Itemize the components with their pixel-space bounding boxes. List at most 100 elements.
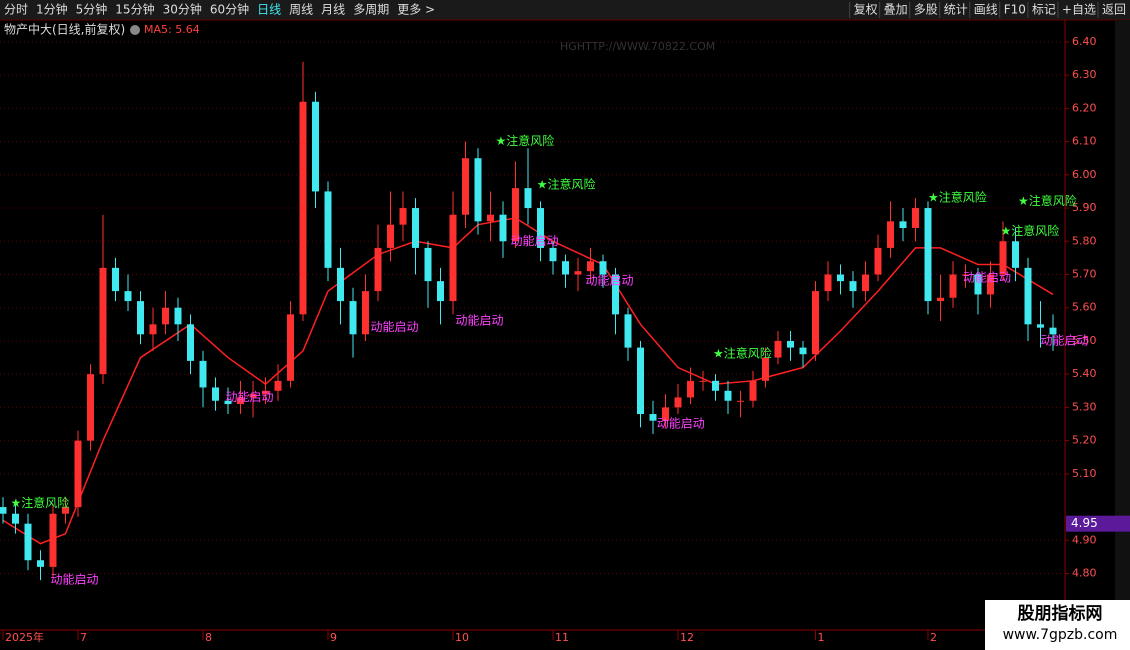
price-tag-bg xyxy=(1066,515,1130,532)
toolbar-button[interactable]: 统计 xyxy=(944,3,968,17)
y-tick-label: 6.20 xyxy=(1072,101,1097,114)
candle-body xyxy=(737,400,744,402)
toolbar-button[interactable]: 叠加 xyxy=(884,3,908,17)
x-tick-label: 11 xyxy=(555,631,569,644)
toolbar-button[interactable]: 标记 xyxy=(1032,3,1056,17)
candle-body xyxy=(162,307,169,325)
candle-body xyxy=(1049,327,1057,335)
candle-body xyxy=(37,560,44,567)
candle-body xyxy=(799,347,807,355)
candle-body xyxy=(562,261,569,275)
candle-body xyxy=(0,507,7,514)
ma-line xyxy=(2,217,1054,545)
toolbar-button[interactable]: 多股 xyxy=(914,3,938,17)
y-tick-label: 4.80 xyxy=(1072,567,1097,580)
candle-body xyxy=(462,158,469,215)
y-tick-label: 5.30 xyxy=(1072,400,1097,413)
toolbar-button[interactable]: 画线 xyxy=(974,3,998,17)
candle-body xyxy=(187,324,194,361)
toolbar-button[interactable]: F10 xyxy=(1004,3,1026,17)
tab[interactable]: 周线 xyxy=(289,3,313,17)
candle-body xyxy=(662,407,669,421)
candle-body xyxy=(437,281,444,302)
candle-body xyxy=(699,380,707,382)
chart-title: 物产中大(日线,前复权) xyxy=(4,22,125,37)
y-tick-label: 6.10 xyxy=(1072,135,1097,148)
candle-body xyxy=(637,347,644,415)
candle-body xyxy=(87,374,94,441)
candle-body xyxy=(612,274,619,315)
candle-body xyxy=(674,397,682,408)
x-tick-label: 1 xyxy=(818,631,825,644)
candle-body xyxy=(824,274,832,292)
logo-name: 股朋指标网 xyxy=(1018,603,1103,624)
tab[interactable]: 5分钟 xyxy=(76,2,108,17)
tab[interactable]: 更多 > xyxy=(397,3,435,17)
candle-body xyxy=(524,188,532,209)
candle-body xyxy=(912,208,919,228)
toolbar-button[interactable]: 返回 xyxy=(1102,3,1126,17)
candle-body xyxy=(574,271,582,275)
candle-body xyxy=(349,301,357,335)
x-tick-label: 7 xyxy=(80,631,87,644)
candle-body xyxy=(324,191,332,268)
tab[interactable]: 分时 xyxy=(4,3,28,17)
candle-body xyxy=(974,274,982,295)
candle-body xyxy=(274,380,282,391)
toolbar-button[interactable]: +自选 xyxy=(1062,3,1096,17)
annotation: ★注意风险 xyxy=(1018,193,1077,208)
candle-body xyxy=(474,158,482,222)
candle-body xyxy=(74,440,82,508)
tab[interactable]: 15分钟 xyxy=(115,2,154,17)
tab[interactable]: 日线 xyxy=(257,3,281,17)
candle-body xyxy=(362,291,369,335)
tab[interactable]: 月线 xyxy=(321,3,345,17)
candle-body xyxy=(337,267,344,302)
x-tick-label: 12 xyxy=(680,631,694,644)
x-tick-label: 2 xyxy=(930,631,937,644)
toolbar-button[interactable]: 复权 xyxy=(854,3,878,17)
y-tick-label: 6.00 xyxy=(1072,168,1097,181)
y-tick-label: 6.40 xyxy=(1072,35,1097,48)
side-panel xyxy=(1115,20,1130,630)
tab[interactable]: 30分钟 xyxy=(163,2,202,17)
y-tick-label: 4.90 xyxy=(1072,533,1097,546)
candle-body xyxy=(749,380,757,401)
candle-body xyxy=(712,380,719,391)
candle-body xyxy=(537,208,544,248)
candle-body xyxy=(387,224,394,248)
candle-body xyxy=(687,380,694,398)
annotation: ★注意风险 xyxy=(11,495,70,510)
annotation: 动能启动 xyxy=(456,314,504,328)
candle-body xyxy=(624,314,632,348)
candle-body xyxy=(849,281,857,292)
logo-url: www.7gpzb.com xyxy=(1003,627,1118,643)
annotation: 动能启动 xyxy=(371,320,419,334)
annotation: ★注意风险 xyxy=(1001,223,1060,238)
y-tick-label: 5.20 xyxy=(1072,434,1097,447)
candle-body xyxy=(374,247,382,292)
candle-body xyxy=(399,208,407,225)
tab[interactable]: 1分钟 xyxy=(36,2,68,17)
candle-body xyxy=(499,214,507,242)
annotation: 动能启动 xyxy=(511,234,559,248)
candle-body xyxy=(887,221,894,248)
candle-body xyxy=(987,274,994,295)
candle-body xyxy=(1012,241,1019,268)
x-tick-label: 10 xyxy=(455,631,469,644)
toolbar-bg xyxy=(0,0,1130,20)
candle-body xyxy=(237,397,244,405)
tab[interactable]: 60分钟 xyxy=(210,2,249,17)
candle-body xyxy=(549,247,557,262)
candle-body xyxy=(174,307,182,325)
candle-body xyxy=(812,291,819,355)
watermark: HGHTTP://WWW.70822.COM xyxy=(560,40,715,53)
candle-body xyxy=(99,267,107,375)
candle-body xyxy=(924,208,932,302)
candle-body xyxy=(937,297,944,302)
candle-body xyxy=(1024,267,1032,325)
x-tick-label: 9 xyxy=(330,631,337,644)
tab[interactable]: 多周期 xyxy=(353,3,389,17)
y-tick-label: 5.50 xyxy=(1072,334,1097,347)
